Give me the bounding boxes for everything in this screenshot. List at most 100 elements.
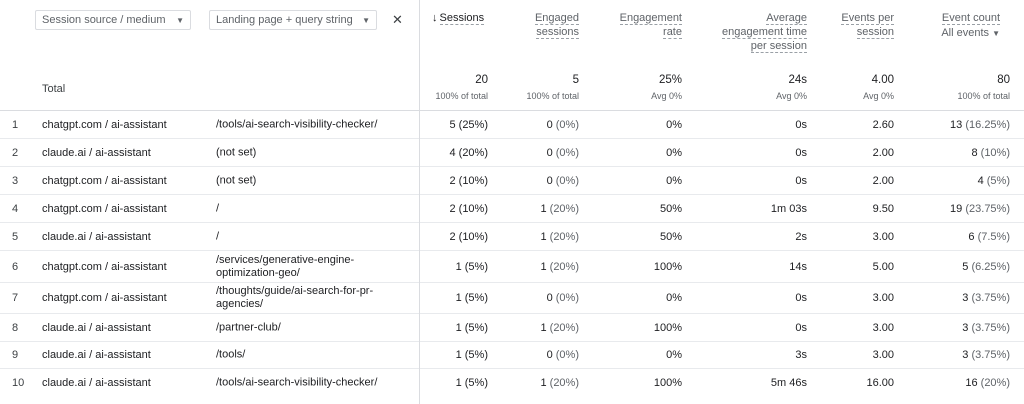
row-landing-page: /tools/ [216,348,246,361]
row-engaged-value: 1 [540,202,547,215]
table-row[interactable]: 6 chatgpt.com / ai-assistant /services/g… [0,251,1024,283]
total-value: 20 [475,74,488,86]
column-header-avg-engagement-time[interactable]: Average engagement time per session [717,11,807,53]
primary-dimension-select[interactable]: Session source / medium ▼ [35,10,191,30]
row-engaged-value: 0 [546,292,553,304]
row-event-count-percent: (3.75%) [971,349,1010,361]
row-sessions: 1 (5%) [456,322,488,334]
table-header: Session source / medium ▼ Landing page +… [0,0,1024,111]
row-engagement-rate: 0% [666,349,682,361]
total-value: 5 [572,74,579,86]
row-sessions-value: 2 [449,230,456,243]
total-sub: 100% of total [435,91,488,101]
row-event-count: 4 (5%) [978,175,1010,187]
row-event-count: 5 (6.25%) [962,261,1010,273]
row-sessions: 1 (5%) [456,261,488,273]
column-header-event-count[interactable]: Event count All events ▼ [910,11,1000,41]
row-sessions-percent: (10%) [458,174,488,187]
row-sessions-percent: (5%) [464,260,488,273]
row-events-per-session: 9.50 [872,202,894,215]
column-header-engaged-sessions[interactable]: Engaged sessions [519,11,579,39]
row-engagement-rate: 0% [666,174,682,187]
row-event-count-value: 3 [962,321,969,334]
row-landing-page: /thoughts/guide/ai-search-for-pr-agencie… [216,285,374,310]
row-events-per-session: 16.00 [866,377,894,389]
secondary-dimension-label: Landing page + query string [216,14,353,26]
column-header-events-per-session[interactable]: Events per session [834,11,894,39]
row-sessions-value: 1 [455,321,462,334]
row-engaged: 1 (20%) [540,231,579,243]
row-engaged-value: 1 [540,321,547,334]
table-row[interactable]: 8 claude.ai / ai-assistant /partner-club… [0,314,1024,342]
row-event-count-value: 4 [977,174,984,187]
table-row[interactable]: 1 chatgpt.com / ai-assistant /tools/ai-s… [0,111,1024,139]
column-header-sessions[interactable]: ↓ Sessions [432,11,485,25]
remove-dimension-button[interactable]: ✕ [392,12,403,27]
secondary-dimension-select[interactable]: Landing page + query string ▼ [209,10,377,30]
row-engaged-value: 1 [540,377,547,389]
table-row[interactable]: 9 claude.ai / ai-assistant /tools/ 1 (5%… [0,342,1024,369]
table-row[interactable]: 5 claude.ai / ai-assistant / 2 (10%) 1 (… [0,223,1024,251]
row-engaged: 1 (20%) [540,261,579,273]
row-sessions-percent: (5%) [464,349,488,361]
row-events-per-session: 2.60 [872,118,894,131]
row-engaged-percent: (0%) [555,118,579,131]
row-engagement-rate: 100% [653,321,682,334]
row-engaged: 0 (0%) [547,119,579,131]
table-row[interactable]: 3 chatgpt.com / ai-assistant (not set) 2… [0,167,1024,195]
total-sub: Avg 0% [776,91,807,101]
row-engaged-value: 1 [540,230,547,243]
chevron-down-icon: ▼ [362,15,370,25]
row-sessions: 4 (20%) [449,147,488,159]
row-source-medium: chatgpt.com / ai-assistant [42,118,167,131]
row-sessions-value: 1 [455,349,462,361]
row-events-per-session: 3.00 [872,321,894,334]
table-row[interactable]: 2 claude.ai / ai-assistant (not set) 4 (… [0,139,1024,167]
row-landing-page: (not set) [216,174,257,186]
row-index: 9 [12,349,19,361]
total-event-count: 80 100% of total [957,74,1010,101]
row-index: 10 [12,377,25,389]
table-row[interactable]: 4 chatgpt.com / ai-assistant / 2 (10%) 1… [0,195,1024,223]
row-event-count-value: 3 [962,349,969,361]
row-engagement-rate: 0% [666,146,682,159]
total-value: 25% [658,74,682,86]
row-avg-engagement-time: 0s [795,321,807,334]
row-event-count-percent: (3.75%) [971,292,1010,304]
event-filter-label: All events [941,27,990,39]
row-sessions-percent: (25%) [458,118,488,131]
column-header-engagement-rate[interactable]: Engagement rate [612,11,682,39]
row-sessions-percent: (5%) [464,377,488,389]
table-row[interactable]: 7 chatgpt.com / ai-assistant /thoughts/g… [0,283,1024,314]
row-sessions-percent: (10%) [458,230,488,243]
row-sessions-percent: (5%) [464,292,488,304]
row-event-count: 3 (3.75%) [962,322,1010,334]
row-index: 5 [12,230,19,243]
row-event-count-value: 19 [950,202,963,215]
column-label-avg-engagement-time: Average engagement time per session [722,12,807,53]
total-sub: Avg 0% [651,91,682,101]
row-index: 3 [12,174,19,187]
row-event-count: 13 (16.25%) [950,119,1010,131]
total-value: 24s [788,74,807,86]
row-sessions: 2 (10%) [449,175,488,187]
row-event-count-value: 5 [962,260,969,273]
row-event-count: 6 (7.5%) [968,231,1010,243]
column-label-sessions: Sessions [439,12,485,25]
row-source-medium: claude.ai / ai-assistant [42,321,151,334]
row-engagement-rate: 0% [666,292,682,304]
event-filter-select[interactable]: All events ▼ [910,26,1000,41]
total-value: 80 [997,74,1010,86]
row-engagement-rate: 100% [653,377,682,389]
row-engagement-rate: 100% [653,260,682,273]
row-engaged-value: 1 [540,260,547,273]
row-avg-engagement-time: 0s [795,118,807,131]
row-event-count: 3 (3.75%) [962,349,1010,361]
table-row[interactable]: 10 claude.ai / ai-assistant /tools/ai-se… [0,369,1024,397]
row-avg-engagement-time: 3s [795,349,807,361]
row-event-count-percent: (3.75%) [971,321,1010,334]
row-event-count-percent: (10%) [980,146,1010,159]
row-engaged-percent: (20%) [549,230,579,243]
row-engagement-rate: 50% [659,230,682,243]
row-avg-engagement-time: 0s [795,146,807,159]
